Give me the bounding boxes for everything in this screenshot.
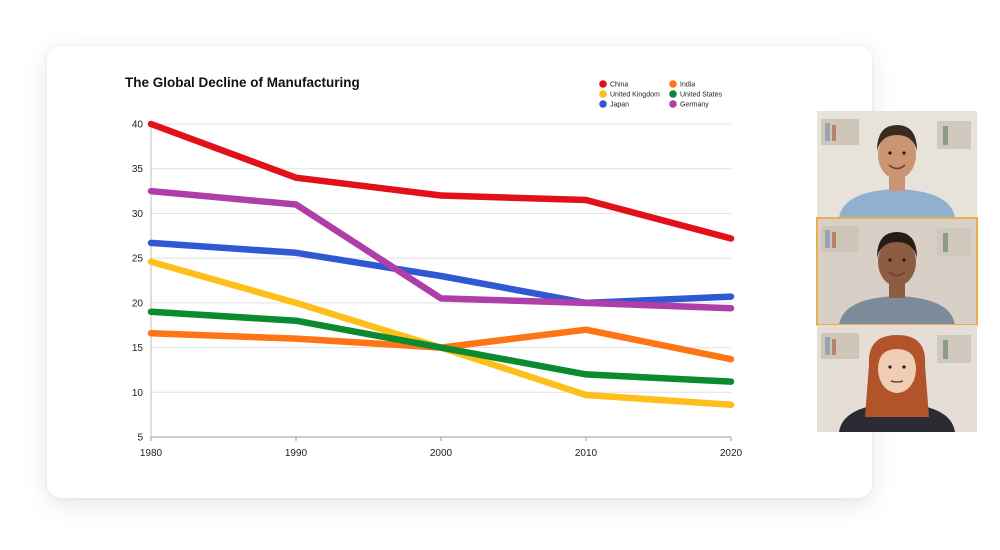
- book: [943, 233, 948, 252]
- y-tick-label: 5: [137, 433, 143, 444]
- series-line-united-states: [147, 308, 735, 385]
- series-line-china: [147, 120, 735, 242]
- series-lines: [147, 120, 735, 409]
- book: [825, 337, 830, 355]
- face: [878, 238, 916, 286]
- book: [832, 339, 836, 355]
- legend-swatch-china: [599, 80, 607, 88]
- grid-lines: [151, 123, 731, 438]
- eye: [902, 365, 906, 369]
- hair-top: [877, 232, 917, 258]
- line-chart: The Global Decline of Manufacturing 5 10 1…: [125, 75, 743, 459]
- legend-label: Japan: [610, 102, 629, 109]
- book: [943, 340, 948, 359]
- hair-top: [877, 339, 917, 365]
- face: [878, 131, 916, 179]
- series-line-germany: [147, 187, 735, 312]
- eye: [888, 258, 892, 262]
- chart-title: The Global Decline of Manufacturing: [125, 75, 360, 90]
- y-tick-label: 20: [132, 298, 144, 309]
- mouth: [890, 380, 904, 383]
- x-tick-label: 2020: [720, 448, 743, 459]
- mouth: [888, 164, 906, 170]
- legend-label: United States: [680, 92, 723, 99]
- y-tick-label: 25: [132, 254, 144, 265]
- participant-2-video: [817, 218, 977, 325]
- legend-label: China: [610, 82, 628, 89]
- legend-label: United Kingdom: [610, 92, 660, 99]
- y-axis: 5 10 15 20 25 30 35 40: [132, 120, 152, 444]
- x-axis: 1980 1990 2000 2010 2020: [140, 436, 743, 459]
- eye: [888, 365, 892, 369]
- eye: [902, 258, 906, 262]
- shoulders: [839, 189, 955, 218]
- eye: [888, 151, 892, 155]
- shelf: [937, 228, 971, 256]
- book: [825, 123, 830, 141]
- shelf: [937, 121, 971, 149]
- shelf: [937, 335, 971, 363]
- shoulders: [839, 296, 955, 325]
- y-tick-label: 40: [132, 120, 144, 131]
- y-tick-label: 10: [132, 388, 144, 399]
- x-tick-label: 2010: [575, 448, 598, 459]
- legend-swatch-united-states: [669, 90, 677, 98]
- mouth: [888, 271, 906, 277]
- y-tick-label: 15: [132, 343, 144, 354]
- legend-swatch-japan: [599, 100, 607, 108]
- legend-swatch-india: [669, 80, 677, 88]
- participant-3-video: [817, 325, 977, 432]
- book: [825, 230, 830, 248]
- y-tick-label: 35: [132, 164, 144, 175]
- hair-top: [877, 125, 917, 151]
- book: [943, 126, 948, 145]
- x-tick-label: 2000: [430, 448, 453, 459]
- y-tick-label: 30: [132, 209, 144, 220]
- x-tick-label: 1990: [285, 448, 308, 459]
- x-tick-label: 1980: [140, 448, 163, 459]
- participant-1-video: [817, 111, 977, 218]
- legend-label: India: [680, 82, 695, 89]
- legend-swatch-germany: [669, 100, 677, 108]
- video-tile-participant-3[interactable]: [817, 325, 977, 432]
- book: [832, 125, 836, 141]
- video-tile-participant-1[interactable]: [817, 111, 977, 218]
- legend-label: Germany: [680, 102, 709, 109]
- legend-swatch-united-kingdom: [599, 90, 607, 98]
- legend: China India United Kingdom United States Jap…: [599, 80, 723, 109]
- book: [832, 232, 836, 248]
- face: [878, 345, 916, 393]
- chart-card: The Global Decline of Manufacturing 5 10 1…: [47, 46, 872, 498]
- video-tile-participant-2[interactable]: [816, 217, 978, 326]
- series-line-japan: [147, 239, 735, 307]
- eye: [902, 151, 906, 155]
